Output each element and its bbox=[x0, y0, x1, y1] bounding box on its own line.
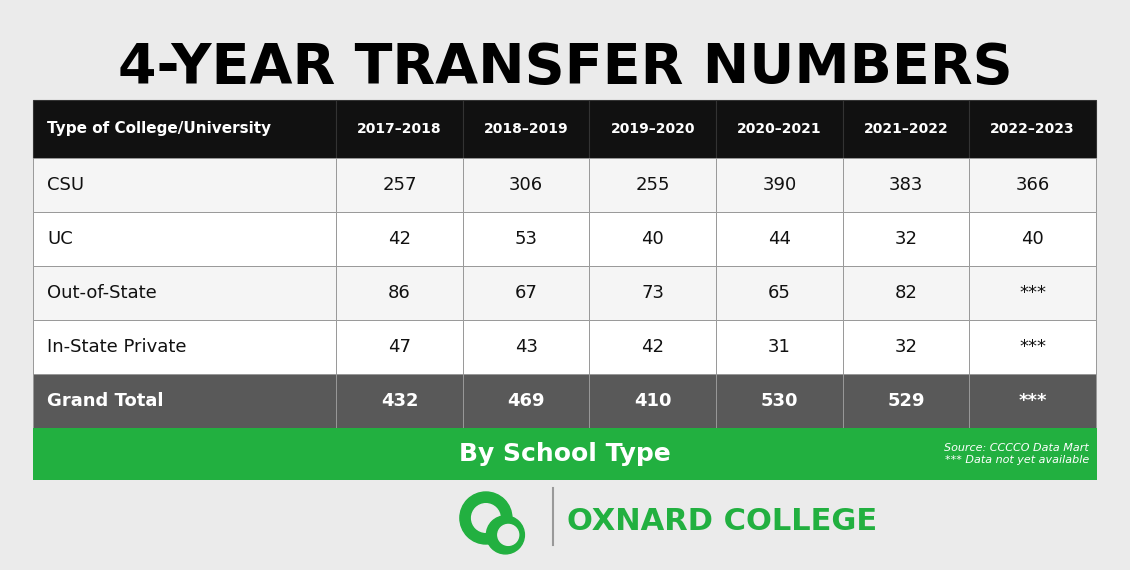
Bar bbox=[590, 212, 716, 266]
Bar bbox=[590, 320, 716, 374]
Bar bbox=[843, 374, 970, 428]
Text: ***: *** bbox=[1019, 338, 1046, 356]
Text: 2019–2020: 2019–2020 bbox=[610, 122, 695, 136]
Text: 2017–2018: 2017–2018 bbox=[357, 122, 442, 136]
Bar bbox=[590, 374, 716, 428]
Bar bbox=[843, 320, 970, 374]
Text: UC: UC bbox=[47, 230, 72, 248]
Bar bbox=[716, 100, 843, 158]
Text: 31: 31 bbox=[768, 338, 791, 356]
Bar bbox=[33, 100, 337, 158]
Text: 410: 410 bbox=[634, 392, 671, 410]
Bar bbox=[33, 320, 337, 374]
Text: CSU: CSU bbox=[47, 176, 84, 194]
Bar bbox=[590, 266, 716, 320]
Circle shape bbox=[486, 516, 524, 554]
Text: 2021–2022: 2021–2022 bbox=[863, 122, 948, 136]
Text: 47: 47 bbox=[388, 338, 411, 356]
Bar bbox=[33, 212, 337, 266]
Text: 530: 530 bbox=[760, 392, 798, 410]
Circle shape bbox=[498, 524, 519, 545]
Text: ***: *** bbox=[1019, 284, 1046, 302]
Bar bbox=[970, 320, 1096, 374]
Bar bbox=[337, 374, 463, 428]
Bar bbox=[337, 212, 463, 266]
Text: 32: 32 bbox=[895, 230, 918, 248]
Text: 366: 366 bbox=[1016, 176, 1050, 194]
Text: Out-of-State: Out-of-State bbox=[47, 284, 157, 302]
Bar bbox=[337, 100, 463, 158]
Text: In-State Private: In-State Private bbox=[47, 338, 186, 356]
Text: 2020–2021: 2020–2021 bbox=[737, 122, 822, 136]
Bar bbox=[337, 320, 463, 374]
Bar bbox=[590, 158, 716, 212]
Bar bbox=[970, 374, 1096, 428]
Text: 257: 257 bbox=[382, 176, 417, 194]
Bar bbox=[463, 374, 590, 428]
Text: 255: 255 bbox=[635, 176, 670, 194]
Bar bbox=[843, 212, 970, 266]
Bar bbox=[716, 212, 843, 266]
Circle shape bbox=[460, 492, 512, 544]
Text: 469: 469 bbox=[507, 392, 545, 410]
Text: 86: 86 bbox=[389, 284, 411, 302]
Text: ***: *** bbox=[1018, 392, 1046, 410]
Bar bbox=[33, 158, 337, 212]
Text: 390: 390 bbox=[763, 176, 797, 194]
Text: 42: 42 bbox=[642, 338, 664, 356]
Text: 383: 383 bbox=[889, 176, 923, 194]
Text: 43: 43 bbox=[514, 338, 538, 356]
Text: 40: 40 bbox=[1022, 230, 1044, 248]
Bar bbox=[716, 266, 843, 320]
Text: 82: 82 bbox=[895, 284, 918, 302]
Bar bbox=[337, 158, 463, 212]
Text: 53: 53 bbox=[514, 230, 538, 248]
Text: 2022–2023: 2022–2023 bbox=[990, 122, 1075, 136]
Bar bbox=[843, 158, 970, 212]
Bar bbox=[970, 212, 1096, 266]
Bar bbox=[716, 158, 843, 212]
Bar bbox=[33, 266, 337, 320]
Text: 32: 32 bbox=[895, 338, 918, 356]
Text: Type of College/University: Type of College/University bbox=[47, 121, 271, 136]
Text: 4-YEAR TRANSFER NUMBERS: 4-YEAR TRANSFER NUMBERS bbox=[118, 41, 1012, 95]
Text: OXNARD COLLEGE: OXNARD COLLEGE bbox=[567, 507, 877, 536]
Bar bbox=[337, 266, 463, 320]
Bar bbox=[463, 158, 590, 212]
Text: 73: 73 bbox=[642, 284, 664, 302]
Text: 2018–2019: 2018–2019 bbox=[484, 122, 568, 136]
Bar bbox=[33, 428, 1097, 480]
Bar bbox=[463, 266, 590, 320]
Circle shape bbox=[471, 504, 501, 532]
Bar bbox=[970, 158, 1096, 212]
Bar bbox=[843, 100, 970, 158]
Text: 67: 67 bbox=[515, 284, 538, 302]
Text: 42: 42 bbox=[388, 230, 411, 248]
Text: 432: 432 bbox=[381, 392, 418, 410]
Bar bbox=[970, 266, 1096, 320]
Bar bbox=[463, 320, 590, 374]
Text: 529: 529 bbox=[887, 392, 924, 410]
Bar bbox=[33, 374, 337, 428]
Text: 44: 44 bbox=[768, 230, 791, 248]
Bar bbox=[463, 100, 590, 158]
Bar bbox=[843, 266, 970, 320]
Text: 65: 65 bbox=[768, 284, 791, 302]
Text: By School Type: By School Type bbox=[459, 442, 671, 466]
Bar bbox=[590, 100, 716, 158]
Text: Grand Total: Grand Total bbox=[47, 392, 164, 410]
Text: Source: CCCCO Data Mart
*** Data not yet available: Source: CCCCO Data Mart *** Data not yet… bbox=[945, 443, 1089, 465]
Bar bbox=[716, 320, 843, 374]
Bar bbox=[716, 374, 843, 428]
Text: 40: 40 bbox=[642, 230, 664, 248]
Bar bbox=[463, 212, 590, 266]
Bar bbox=[970, 100, 1096, 158]
Text: 306: 306 bbox=[510, 176, 544, 194]
